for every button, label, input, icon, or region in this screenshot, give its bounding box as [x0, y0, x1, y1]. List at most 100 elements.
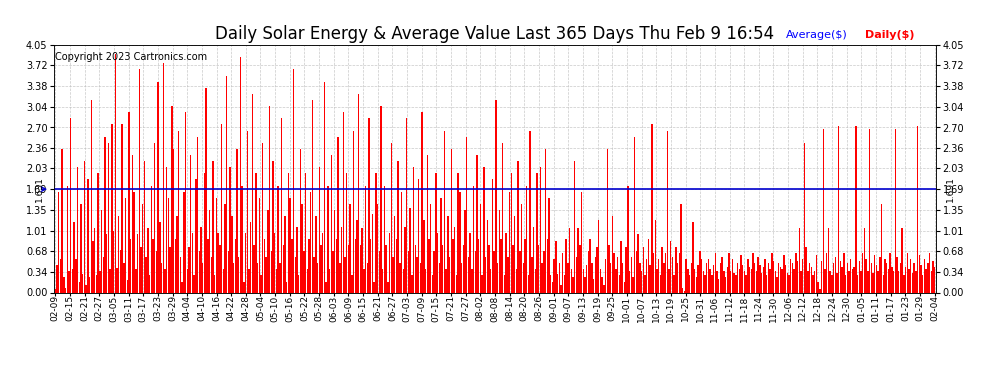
Bar [354, 239, 356, 292]
Bar [65, 288, 66, 292]
Bar [270, 251, 272, 292]
Bar [684, 291, 685, 292]
Bar [139, 69, 140, 292]
Bar [872, 273, 874, 292]
Bar [723, 271, 725, 292]
Bar [511, 173, 512, 292]
Bar [888, 269, 889, 292]
Bar [755, 271, 757, 292]
Bar [425, 269, 427, 292]
Bar [633, 277, 634, 292]
Bar [218, 232, 219, 292]
Bar [240, 57, 242, 292]
Bar [319, 167, 320, 292]
Bar [242, 186, 243, 292]
Bar [581, 192, 582, 292]
Bar [574, 161, 575, 292]
Bar [741, 255, 742, 292]
Bar [216, 198, 217, 292]
Bar [622, 263, 624, 292]
Bar [473, 186, 474, 292]
Bar [530, 130, 531, 292]
Bar [349, 204, 350, 292]
Bar [68, 271, 69, 292]
Bar [226, 75, 228, 292]
Bar [326, 282, 327, 292]
Bar [336, 239, 338, 292]
Bar [603, 285, 605, 292]
Bar [89, 277, 90, 292]
Bar [321, 245, 322, 292]
Bar [802, 259, 804, 292]
Bar [127, 280, 128, 292]
Bar [305, 173, 306, 292]
Bar [235, 239, 236, 292]
Bar [77, 167, 78, 292]
Bar [334, 210, 336, 292]
Bar [605, 259, 606, 292]
Bar [365, 186, 366, 292]
Bar [416, 257, 418, 292]
Bar [821, 261, 823, 292]
Bar [61, 149, 63, 292]
Bar [90, 100, 92, 292]
Bar [500, 239, 502, 292]
Bar [429, 239, 430, 292]
Bar [901, 228, 903, 292]
Bar [492, 180, 493, 292]
Bar [701, 259, 702, 292]
Bar [891, 267, 893, 292]
Bar [85, 285, 87, 292]
Bar [697, 265, 699, 292]
Bar [540, 167, 542, 292]
Bar [825, 269, 826, 292]
Bar [103, 257, 104, 292]
Bar [180, 257, 181, 292]
Bar [629, 271, 631, 292]
Bar [553, 259, 554, 292]
Bar [844, 275, 846, 292]
Bar [502, 143, 504, 292]
Bar [856, 275, 858, 292]
Bar [764, 259, 765, 292]
Bar [96, 275, 97, 292]
Bar [485, 257, 486, 292]
Bar [154, 143, 155, 292]
Bar [811, 267, 812, 292]
Bar [835, 257, 836, 292]
Bar [828, 228, 830, 292]
Bar [471, 269, 472, 292]
Bar [656, 269, 657, 292]
Bar [490, 269, 491, 292]
Bar [250, 222, 251, 292]
Bar [641, 271, 643, 292]
Bar [380, 106, 382, 292]
Bar [130, 239, 132, 292]
Bar [296, 226, 298, 292]
Bar [675, 247, 676, 292]
Bar [331, 155, 332, 292]
Bar [551, 282, 553, 292]
Bar [619, 275, 620, 292]
Bar [572, 277, 574, 292]
Bar [352, 130, 354, 292]
Bar [718, 279, 720, 292]
Bar [912, 273, 913, 292]
Bar [898, 271, 900, 292]
Bar [176, 216, 178, 292]
Bar [123, 263, 125, 292]
Bar [193, 275, 195, 292]
Bar [790, 259, 791, 292]
Bar [392, 257, 394, 292]
Bar [148, 275, 150, 292]
Bar [462, 245, 464, 292]
Bar [519, 251, 521, 292]
Bar [377, 204, 378, 292]
Bar [66, 186, 68, 292]
Bar [476, 155, 478, 292]
Bar [211, 257, 212, 292]
Bar [570, 269, 572, 292]
Bar [73, 222, 75, 292]
Bar [452, 239, 453, 292]
Bar [455, 275, 457, 292]
